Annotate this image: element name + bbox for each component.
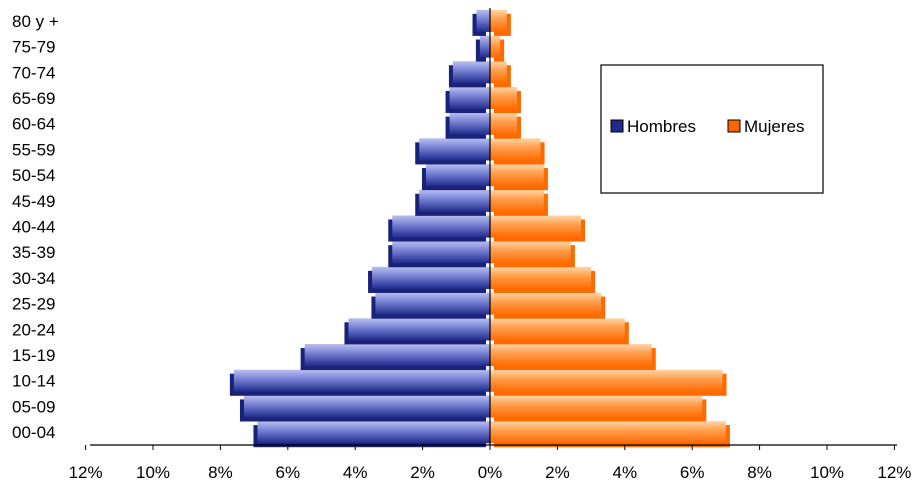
legend: Hombres Mujeres bbox=[600, 64, 824, 194]
bar-hombres-75-79 bbox=[479, 35, 490, 58]
y-tick-label: 05-09 bbox=[12, 397, 55, 416]
bar-hombres-65-69 bbox=[449, 86, 490, 110]
bar-mujeres-20-24 bbox=[490, 318, 625, 341]
bar-hombres-00-04 bbox=[257, 421, 490, 444]
x-tick-label: 8% bbox=[747, 463, 772, 482]
bar-mujeres-15-19 bbox=[490, 343, 652, 367]
y-tick-label: 40-44 bbox=[12, 218, 55, 237]
bar-hombres-40-44 bbox=[392, 215, 490, 238]
bar-mujeres-35-39 bbox=[490, 241, 571, 264]
legend-swatch-mujeres bbox=[727, 119, 741, 133]
x-tick-label: 8% bbox=[208, 463, 233, 482]
bar-mujeres-45-49 bbox=[490, 189, 544, 212]
y-tick-label: 65-69 bbox=[12, 89, 55, 108]
legend-box bbox=[600, 64, 824, 194]
legend-swatch-hombres bbox=[610, 119, 624, 133]
legend-label-mujeres: Mujeres bbox=[744, 117, 804, 136]
x-tick-label: 6% bbox=[680, 463, 705, 482]
x-tick-label: 12% bbox=[877, 463, 911, 482]
y-tick-label: 80 y + bbox=[12, 12, 59, 31]
bar-mujeres-05-09 bbox=[490, 395, 703, 418]
bar-mujeres-75-79 bbox=[490, 35, 501, 58]
bar-hombres-10-14 bbox=[233, 369, 490, 392]
bar-mujeres-30-34 bbox=[490, 266, 592, 289]
x-tick-label: 2% bbox=[410, 463, 435, 482]
y-tick-label: 10-14 bbox=[12, 372, 55, 391]
bar-mujeres-55-59 bbox=[490, 138, 541, 161]
x-tick-label: 4% bbox=[343, 463, 368, 482]
y-tick-label: 60-64 bbox=[12, 115, 55, 134]
legend-label-hombres: Hombres bbox=[627, 117, 696, 136]
bar-hombres-50-54 bbox=[425, 164, 490, 187]
y-tick-label: 25-29 bbox=[12, 295, 55, 314]
bar-mujeres-80-y bbox=[490, 9, 507, 32]
y-tick-label: 20-24 bbox=[12, 320, 55, 339]
y-tick-label: 15-19 bbox=[12, 346, 55, 365]
x-tick-label: 0% bbox=[478, 463, 503, 482]
x-tick-label: 2% bbox=[545, 463, 570, 482]
bar-mujeres-10-14 bbox=[490, 369, 723, 392]
bar-mujeres-70-74 bbox=[490, 61, 507, 84]
y-tick-label: 00-04 bbox=[12, 423, 55, 442]
x-tick-label: 12% bbox=[69, 463, 103, 482]
bar-hombres-35-39 bbox=[392, 241, 490, 264]
bars-layer bbox=[229, 9, 730, 448]
axis-layer: 00-04 05-09 10-14 15-19 20-24 25-29 30-34 35-39… bbox=[12, 8, 911, 482]
x-tick-label: 6% bbox=[276, 463, 301, 482]
y-tick-label: 30-34 bbox=[12, 269, 55, 288]
y-tick-label: 50-54 bbox=[12, 166, 55, 185]
y-tick-label: 70-74 bbox=[12, 63, 55, 82]
y-tick-label: 55-59 bbox=[12, 140, 55, 159]
bar-mujeres-25-29 bbox=[490, 292, 602, 315]
bar-hombres-55-59 bbox=[419, 138, 490, 161]
bar-mujeres-00-04 bbox=[490, 421, 726, 444]
y-tick-label: 75-79 bbox=[12, 38, 55, 57]
x-tick-label: 4% bbox=[613, 463, 638, 482]
bar-hombres-05-09 bbox=[243, 395, 490, 418]
bar-hombres-30-34 bbox=[372, 266, 490, 289]
y-tick-label: 45-49 bbox=[12, 192, 55, 211]
bar-mujeres-50-54 bbox=[490, 164, 544, 187]
bar-hombres-45-49 bbox=[419, 189, 490, 212]
bar-hombres-70-74 bbox=[452, 61, 490, 84]
bar-hombres-80-y bbox=[476, 9, 490, 32]
bar-hombres-15-19 bbox=[304, 343, 490, 367]
bar-hombres-25-29 bbox=[375, 292, 490, 315]
x-tick-label: 10% bbox=[810, 463, 844, 482]
y-tick-label: 35-39 bbox=[12, 243, 55, 262]
x-tick-label: 10% bbox=[136, 463, 170, 482]
bar-mujeres-65-69 bbox=[490, 86, 517, 110]
bar-hombres-20-24 bbox=[348, 318, 490, 341]
bar-mujeres-60-64 bbox=[490, 112, 517, 135]
bar-hombres-60-64 bbox=[449, 112, 490, 135]
bar-mujeres-40-44 bbox=[490, 215, 581, 238]
